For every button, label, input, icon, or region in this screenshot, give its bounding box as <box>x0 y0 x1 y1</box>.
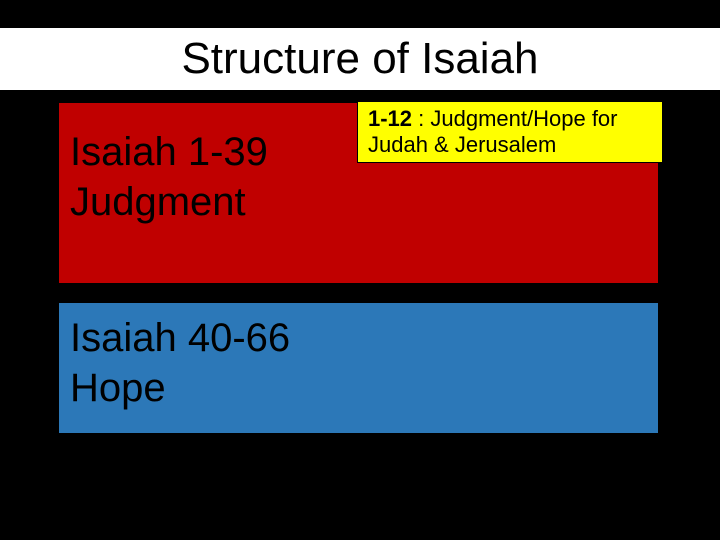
hope-section-subheading: Hope <box>70 366 166 411</box>
slide-title: Structure of Isaiah <box>0 28 720 90</box>
callout-bold-text: 1-12 <box>368 106 412 131</box>
judgment-section-subheading: Judgment <box>70 180 246 225</box>
judgment-section-heading: Isaiah 1-39 <box>70 130 268 175</box>
callout-box: 1-12 : Judgment/Hope for Judah & Jerusal… <box>357 101 663 163</box>
hope-section-heading: Isaiah 40-66 <box>70 316 290 361</box>
callout-line1-rest: : Judgment/Hope for <box>412 106 617 131</box>
callout-line2: Judah & Jerusalem <box>368 132 556 157</box>
